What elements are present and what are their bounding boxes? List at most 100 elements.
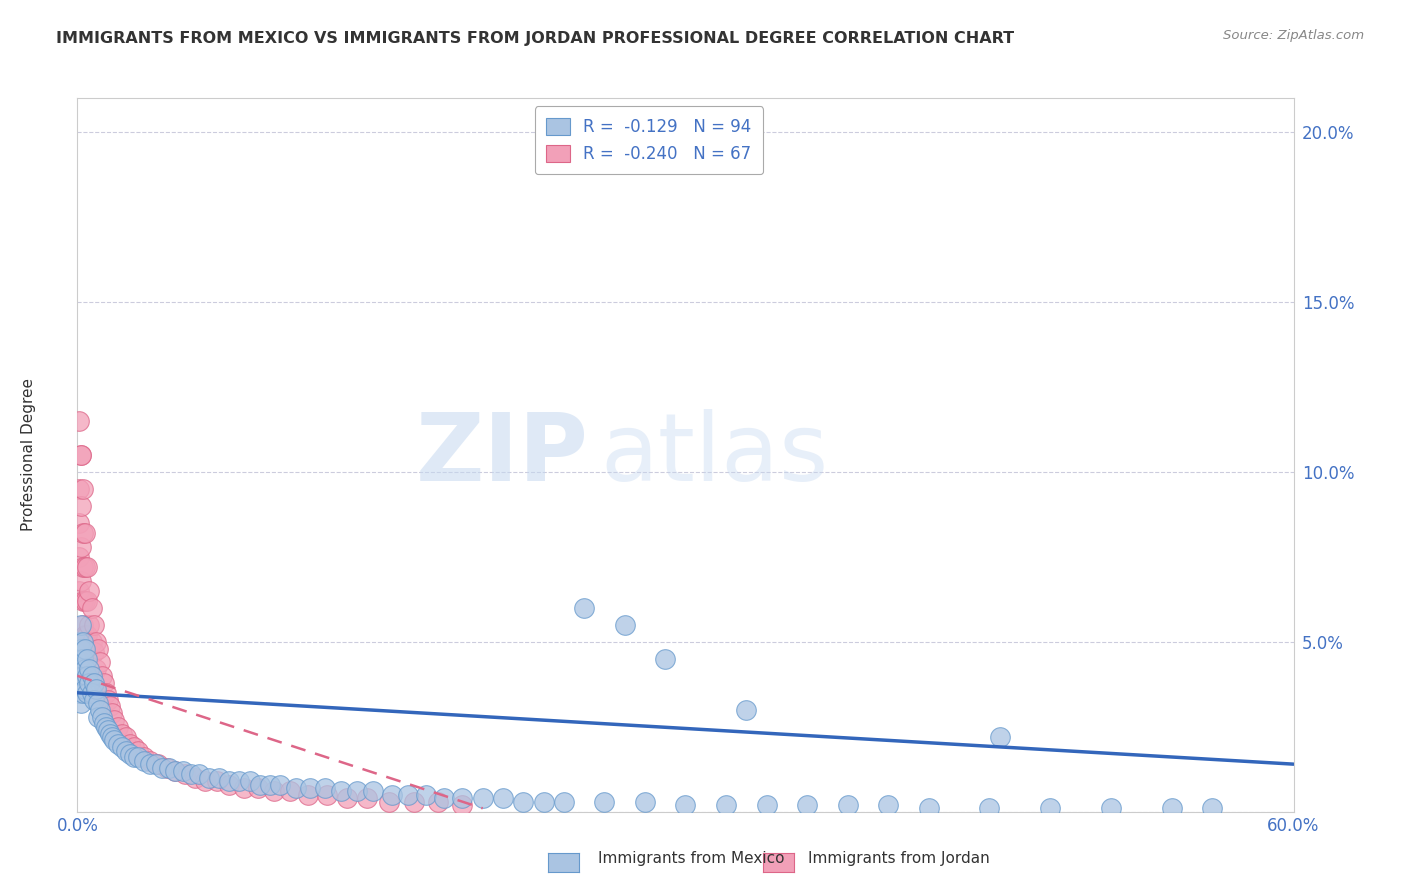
Point [145, 757, 167, 772]
Point [76, 560, 98, 574]
Point [218, 778, 240, 792]
Point [75, 682, 97, 697]
Point [93, 716, 115, 731]
Point [89, 655, 111, 669]
Point [72, 686, 94, 700]
Point [94, 720, 117, 734]
Point [361, 784, 384, 798]
Point [173, 767, 195, 781]
Point [492, 791, 515, 805]
Point [70, 499, 93, 513]
Point [101, 730, 124, 744]
Text: IMMIGRANTS FROM MEXICO VS IMMIGRANTS FROM JORDAN PROFESSIONAL DEGREE CORRELATION: IMMIGRANTS FROM MEXICO VS IMMIGRANTS FRO… [56, 31, 1014, 46]
Point [90, 709, 112, 723]
Point [80, 635, 103, 649]
Point [101, 706, 124, 721]
Point [98, 699, 121, 714]
Point [83, 645, 105, 659]
Point [97, 723, 120, 738]
Point [299, 780, 322, 795]
Point [97, 692, 120, 706]
Point [86, 641, 108, 656]
Point [184, 771, 207, 785]
Point [76, 686, 98, 700]
Point [72, 617, 94, 632]
Point [918, 801, 941, 815]
Point [98, 726, 121, 740]
Point [314, 780, 336, 795]
Point [512, 795, 534, 809]
Point [86, 696, 108, 710]
Point [172, 764, 194, 778]
Point [86, 709, 108, 723]
Point [451, 797, 474, 812]
Point [115, 743, 138, 757]
Point [378, 795, 401, 809]
Point [533, 795, 555, 809]
Text: ZIP: ZIP [415, 409, 588, 501]
Point [70, 448, 93, 462]
Point [83, 617, 105, 632]
Point [553, 795, 575, 809]
Point [118, 747, 141, 761]
Point [79, 675, 101, 690]
Point [89, 703, 111, 717]
Point [76, 594, 98, 608]
Point [1201, 801, 1223, 815]
Point [735, 703, 758, 717]
Point [139, 757, 162, 772]
Point [80, 686, 103, 700]
Point [72, 560, 94, 574]
Text: Professional Degree: Professional Degree [21, 378, 37, 532]
Point [205, 774, 228, 789]
Point [228, 774, 250, 789]
Point [90, 669, 112, 683]
Point [263, 784, 285, 798]
Point [346, 784, 368, 798]
Point [70, 574, 93, 588]
Point [70, 540, 93, 554]
Point [79, 662, 101, 676]
Point [67, 635, 90, 649]
Point [118, 737, 141, 751]
Point [613, 617, 636, 632]
Point [1161, 801, 1184, 815]
Text: Immigrants from Mexico: Immigrants from Mexico [598, 851, 785, 865]
Point [75, 594, 97, 608]
Point [249, 778, 271, 792]
Point [70, 662, 93, 676]
Point [239, 774, 262, 789]
Point [75, 641, 97, 656]
Point [72, 594, 94, 608]
Point [107, 737, 129, 751]
Point [75, 628, 97, 642]
Point [115, 730, 138, 744]
Point [427, 795, 450, 809]
Point [76, 669, 98, 683]
Point [70, 448, 93, 462]
Point [148, 757, 170, 772]
Point [433, 791, 456, 805]
Point [70, 617, 93, 632]
Point [634, 795, 657, 809]
Point [83, 675, 105, 690]
Point [67, 482, 90, 496]
Point [259, 778, 281, 792]
Point [877, 797, 900, 812]
Point [315, 788, 337, 802]
Point [336, 791, 359, 805]
Point [67, 414, 90, 428]
Point [103, 713, 125, 727]
Point [285, 780, 308, 795]
Point [76, 628, 98, 642]
Point [675, 797, 697, 812]
Point [415, 788, 437, 802]
Point [79, 583, 101, 598]
Point [208, 771, 231, 785]
Point [72, 482, 94, 496]
Point [103, 733, 125, 747]
Point [67, 652, 90, 666]
Point [107, 720, 129, 734]
Point [111, 740, 134, 755]
Point [155, 760, 177, 774]
